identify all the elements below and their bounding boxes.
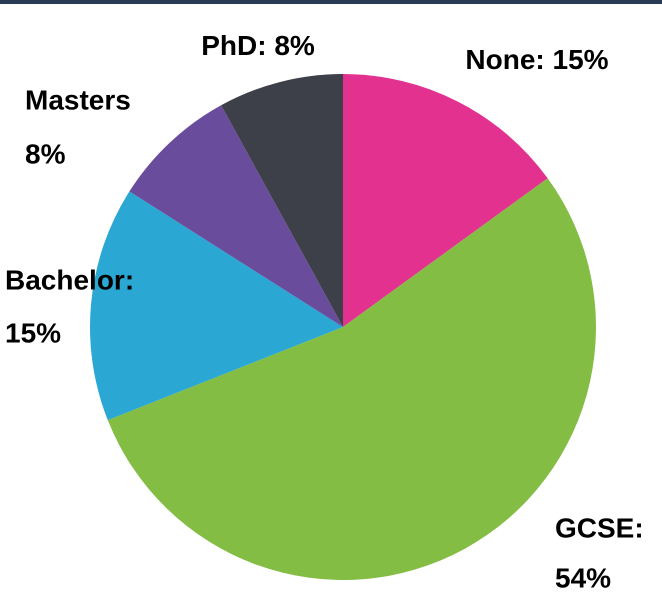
- pie-slice: [107, 178, 597, 581]
- value-label: 15%: [553, 44, 609, 75]
- slice-label: PhD: 8%: [201, 30, 315, 61]
- pie-slice: [129, 105, 343, 328]
- value-label: 8%: [274, 30, 315, 61]
- space: [267, 30, 275, 61]
- slice-label: None: 15%: [465, 44, 608, 75]
- pie-slice: [221, 74, 343, 327]
- top-border: [0, 0, 662, 4]
- value-label: 15%: [5, 317, 61, 348]
- category-label: None:: [465, 44, 544, 75]
- category-label: PhD:: [201, 30, 266, 61]
- pie-slice: [343, 74, 548, 327]
- category-label: Bachelor:: [5, 264, 134, 295]
- value-label: 8%: [25, 138, 66, 169]
- value-label: 54%: [555, 562, 611, 593]
- category-label: GCSE:: [555, 512, 644, 543]
- category-label: Masters: [25, 84, 131, 115]
- space: [545, 44, 553, 75]
- pie-slice: [90, 191, 343, 421]
